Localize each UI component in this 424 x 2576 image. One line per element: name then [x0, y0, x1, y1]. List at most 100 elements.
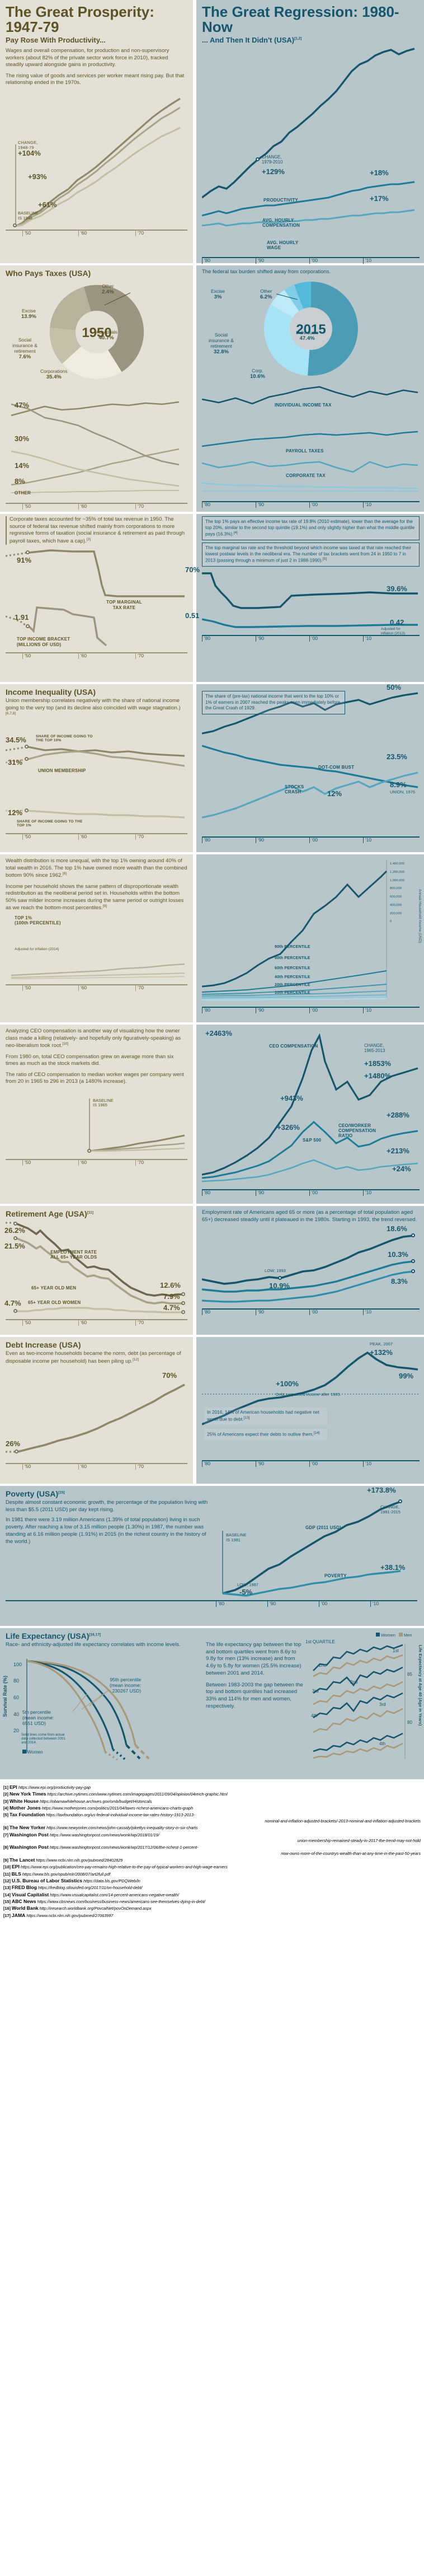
panel-divider	[193, 1337, 196, 1484]
axis-tick: '10	[363, 1190, 371, 1196]
retirement-low-label: LOW; 1993	[265, 1268, 286, 1274]
life-data-note: Solid lines come from actual data collec…	[21, 1732, 65, 1745]
retirement-women-mid-dot	[181, 1310, 185, 1314]
life-series-3rd-b: 3rd	[379, 1702, 386, 1707]
ref-url-cont[interactable]: now-owns-more-of-the-countrys-wealth-tha…	[281, 1850, 421, 1856]
inequality-para: Union membership correlates negatively w…	[6, 698, 187, 719]
tax-corporate-label-right: CORPORATE TAX	[286, 473, 326, 478]
percentile-10: 10th PERCENTILE	[275, 991, 310, 995]
ref-url[interactable]: https://www.bls.gov/opub/mlr/2008/07/art…	[22, 1871, 111, 1877]
axis-tick: '70	[135, 833, 144, 840]
life-left-column: Race- and ethnicity-adjusted life expect…	[2, 1642, 201, 1762]
debt-chart-right: PEAK, 2007 +132% +100% Debt surpassed in…	[202, 1340, 420, 1460]
poverty-gdp-end-dot	[398, 1499, 402, 1503]
wealth-para-1: Wealth distribution is more unequal, wit…	[6, 858, 187, 880]
right-subtitle-sup: [1,2]	[294, 36, 302, 41]
panel-divider	[193, 854, 196, 1022]
ceo-lines-left	[89, 1098, 185, 1152]
share-top10-right-val: 50%	[387, 683, 402, 691]
debt-para-sup: [12]	[133, 1357, 139, 1362]
percentile-80: 80th PERCENTILE	[275, 956, 310, 960]
right-title: The Great Regression: 1980-Now	[202, 3, 399, 36]
ref-url[interactable]: https://www.epi.org/productivity-pay-gap	[18, 1785, 91, 1790]
ref-url[interactable]: https://www.washingtonpost.com/news/wonk…	[49, 1845, 199, 1850]
inequality-heading: Income Inequality (USA)	[6, 688, 96, 696]
bracket-191: 1.91	[15, 613, 29, 622]
ref-url-cont[interactable]: union-membership-remained-steady-in-2017…	[297, 1838, 421, 1843]
poverty-change-pct: +38.1%	[380, 1563, 406, 1572]
retirement-women-start-dot	[13, 1309, 17, 1313]
retirement-chart-left: 26.2% 21.5% 4.7% EMPLOYMENT RATE ALL 65+…	[4, 1219, 187, 1319]
ref-url[interactable]: https://archive.nytimes.com/www.nytimes.…	[47, 1792, 228, 1797]
poverty-heading-sup: [15]	[58, 1490, 65, 1495]
ref-source: FRED Blog	[12, 1885, 37, 1891]
ceo-para-1-text: Analyzing CEO compensation is another wa…	[6, 1028, 181, 1049]
ref-url[interactable]: https://www.visualcapitalist.com/14-perc…	[50, 1892, 180, 1897]
tax-rate-lines-right	[202, 572, 418, 629]
ref-url-cont[interactable]: nominal-and-inflation-adjusted-brackets/…	[265, 1818, 421, 1824]
life-series-2nd: 2nd	[319, 1663, 327, 1668]
ref-url[interactable]: https://www.washingtonpost.com/news/wonk…	[49, 1832, 159, 1838]
poverty-baseline-label: BASELINE IS 1981	[226, 1532, 247, 1542]
ref-url[interactable]: https://fredblog.stlouisfed.org/2017/11/…	[37, 1885, 143, 1891]
left-para-1: Wages and overall compensation, for prod…	[6, 48, 169, 68]
wealth-ytick: 1,200,000	[390, 870, 404, 874]
poverty-panel: Poverty (USA)[15] Despite almost constan…	[0, 1486, 424, 1626]
inflation-adjust-note: Adjusted for inflation (2013)	[381, 627, 405, 635]
tax-excise-pct: 8%	[15, 477, 25, 485]
ref-url[interactable]: https://www.newyorker.com/news/john-cass…	[46, 1825, 198, 1831]
ref-url[interactable]: https://www.motherjones.com/politics/201…	[41, 1806, 194, 1811]
wage-change-left: +61%	[38, 200, 57, 209]
ceo-peak-2463: +2463%	[205, 1029, 233, 1037]
debt-end-val: 99%	[399, 1372, 414, 1380]
axis-tick: '80	[202, 1309, 210, 1316]
life-survival-chart: Survival Rate (%) 100 80 60 40 20 95th p…	[2, 1651, 201, 1761]
change-title-left: CHANGE,	[18, 139, 38, 145]
pie-2015-corp: Corp. 10.6%	[250, 367, 265, 380]
axis-tick: '80	[202, 1007, 210, 1013]
ref-url[interactable]: https://www.cbsnews.com/business/busines…	[37, 1899, 206, 1905]
ref-url[interactable]: http://iresearch.worldbank.org/PovcalNet…	[39, 1906, 152, 1911]
section-ceo-compensation: Analyzing CEO compensation is another wa…	[0, 1025, 424, 1204]
ref-url[interactable]: https://www.ncbi.nlm.nih.gov/pubmed/2706…	[26, 1913, 114, 1918]
ref-url[interactable]: https://data.bls.gov/PDQWeb/ln	[83, 1878, 140, 1884]
life-heading-text: Life Expectancy (USA)	[6, 1631, 89, 1640]
ref-source: Tax Foundation	[9, 1812, 45, 1818]
axis-tick: '10	[363, 1461, 371, 1467]
retirement-all-start: 26.2%	[4, 1226, 25, 1235]
pie-1950-corporations: Corporations 35.4%	[40, 368, 68, 381]
wage-change-right: +17%	[370, 194, 389, 203]
life-survival-svg	[26, 1658, 150, 1761]
debt-start-dot	[15, 1450, 18, 1454]
axis-tick: '90	[256, 1190, 264, 1196]
life-ytick: 60	[13, 1695, 20, 1701]
inequality-right-panel: The share of (pre-tax) national income t…	[196, 683, 424, 852]
right-subtitle: ... And Then It Didn't (USA)[1,2]	[202, 36, 420, 44]
panel-great-regression: The Great Regression: 1980-Now ... And T…	[196, 0, 424, 264]
debt-outlive-note: 25% of Americans expect their debts to o…	[204, 1429, 327, 1441]
tax-rates-left-panel: Corporate taxes accounted for ~35% of to…	[0, 514, 193, 682]
life-5th-annotation: 5th percentile (mean income: 6551 USD)	[22, 1709, 54, 1727]
life-right-para-2: Between 1983-2003 the gap between the to…	[206, 1681, 303, 1709]
axis-ceo-left: '50 '60 '70	[6, 1158, 187, 1167]
avg-wage-label: AVG. HOURLY WAGE	[267, 240, 299, 251]
life-series-4th-b: 4th	[379, 1741, 386, 1746]
change-years-left: 1948-79	[18, 144, 34, 150]
productivity-chart-right: CHANGE, 1979-2010 +129% PRODUCTIVITY +18…	[202, 48, 420, 257]
ref-url[interactable]: https://www.ncbi.nlm.nih.gov/pubmed/2840…	[36, 1857, 123, 1863]
life-quartile-ylabel: Life Expectancy at Age 40 (Age in Years)	[418, 1645, 423, 1726]
axis-tick: '50	[22, 1159, 31, 1166]
axis-tick: '60	[78, 653, 87, 660]
pie-1950-other: Other 2.4%	[102, 283, 114, 296]
panel-divider	[193, 1025, 196, 1204]
ref-url[interactable]: https://www.epi.org/publication/ceo-pay-…	[20, 1864, 228, 1870]
inequality-chart-left: 34.5% 31% SHARE OF INCOME GOING TO THE T…	[6, 723, 187, 833]
ref-url[interactable]: https://taxfoundation.org/us-federal-ind…	[46, 1812, 195, 1818]
ceo-baseline-dot	[87, 1148, 91, 1153]
ref-source: Washington Post	[9, 1844, 49, 1850]
right-subtitle-text: ... And Then It Didn't (USA)	[202, 36, 295, 45]
axis-tick: '00	[309, 635, 318, 642]
pie-1950-individuals: Individuals 40.7%	[95, 329, 118, 342]
life-series-4th: 4th	[311, 1713, 318, 1718]
ref-url[interactable]: https://obamawhitehouse.archives.gov/omb…	[40, 1798, 152, 1804]
